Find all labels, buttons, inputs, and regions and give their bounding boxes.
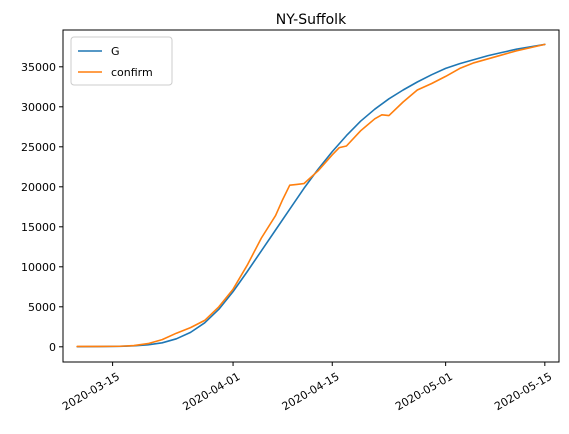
x-tick-label: 2020-04-15 [280, 370, 342, 413]
series-line-G [76, 43, 546, 348]
y-tick-label: 20000 [21, 181, 56, 194]
y-tick-label: 10000 [21, 261, 56, 274]
legend-label: confirm [111, 66, 153, 79]
y-axis: 0 5000 10000 15000 20000 25000 30000 35000 [21, 61, 63, 354]
y-tick-label: 15000 [21, 221, 56, 234]
y-tick-label: 0 [49, 341, 56, 354]
y-tick-label: 35000 [21, 61, 56, 74]
legend-box [70, 36, 173, 86]
y-tick-label: 5000 [28, 301, 56, 314]
legend-label: G [111, 45, 120, 58]
x-axis: 2020-03-15 2020-04-01 2020-04-15 2020-05-01… [60, 362, 554, 413]
y-tick-label: 25000 [21, 141, 56, 154]
x-tick-label: 2020-03-15 [60, 370, 122, 413]
x-tick-label: 2020-05-01 [393, 370, 455, 413]
chart-title: NY-Suffolk [276, 12, 347, 28]
x-tick-label: 2020-05-15 [492, 370, 554, 413]
plot-layer [76, 43, 546, 348]
plot-frame [62, 29, 560, 363]
x-tick-label: 2020-04-01 [181, 370, 243, 413]
series-line-confirm [76, 43, 546, 348]
y-tick-label: 30000 [21, 101, 56, 114]
